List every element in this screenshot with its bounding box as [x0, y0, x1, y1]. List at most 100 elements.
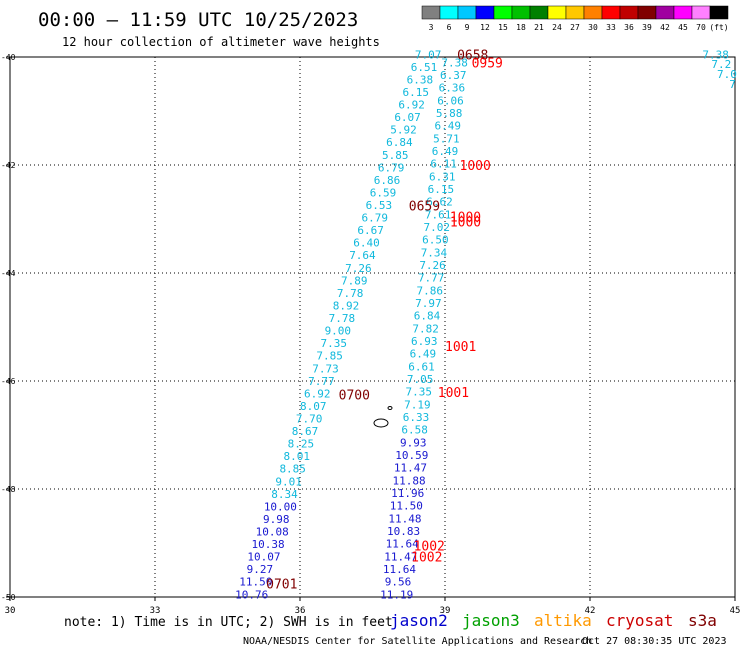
footer-note: note: 1) Time is in UTC; 2) SWH is in fe… — [64, 615, 393, 630]
wave-height-label: 6.06 — [437, 94, 464, 107]
pass-time-label: 1002 — [411, 551, 442, 566]
satellite-name-cryosat: cryosat — [606, 611, 673, 630]
wave-height-label: 6.15 — [428, 183, 455, 196]
y-tick-label: -46 — [1, 377, 16, 386]
islet-outline — [387, 406, 393, 410]
wave-height-label: 7.38 — [441, 56, 468, 69]
wave-height-label: 7.0 — [717, 68, 737, 81]
scale-label: 21 — [534, 23, 544, 32]
pass-time-label: 1002 — [414, 540, 445, 555]
wave-height-label: 6.07 — [394, 111, 421, 124]
wave-height-label: 6.86 — [374, 174, 401, 187]
footer-credit: NOAA/NESDIS Center for Satellite Applica… — [243, 636, 592, 647]
wave-height-label: 6.93 — [411, 335, 438, 348]
wave-height-label: 11.47 — [384, 550, 417, 563]
satellite-name-altika: altika — [534, 611, 592, 630]
wave-height-label: 6.49 — [410, 348, 437, 361]
pass-time-label: 1000 — [460, 159, 491, 174]
wave-height-label: 6.59 — [370, 186, 397, 199]
scale-label: 3 — [429, 23, 434, 32]
wave-height-label: 6.84 — [414, 310, 441, 323]
satellite-legend: jason2 jason3 altika cryosat s3a — [390, 611, 717, 630]
wave-height-label: 6.36 — [439, 82, 466, 95]
wave-height-label: 6.67 — [357, 224, 384, 237]
x-tick-label: 42 — [585, 606, 596, 616]
scale-swatch — [439, 5, 459, 20]
scale-label: 15 — [498, 23, 508, 32]
wave-height-label: 6.33 — [403, 411, 430, 424]
scale-swatch — [655, 5, 675, 20]
wave-height-label: 7.82 — [412, 322, 439, 335]
wave-height-label: 6.84 — [386, 136, 413, 149]
y-tick-label: -50 — [1, 593, 16, 602]
wave-height-label: 10.76 — [235, 588, 268, 601]
x-tick-label: 33 — [150, 606, 161, 616]
wave-height-label: 8.85 — [279, 463, 306, 476]
wave-height-label: 6.92 — [304, 387, 331, 400]
pass-time-label: 0659 — [409, 200, 440, 215]
wave-height-label: 6.15 — [403, 86, 430, 99]
island-outline — [373, 418, 389, 428]
wave-height-label: 7.2 — [711, 58, 731, 71]
y-tick-label: -48 — [1, 485, 16, 494]
scale-swatch — [493, 5, 513, 20]
wave-height-label: 7.70 — [296, 412, 323, 425]
wave-height-label: 10.38 — [252, 538, 285, 551]
wave-height-label: 10.07 — [247, 551, 280, 564]
wave-height-label: 7.64 — [349, 249, 376, 262]
scale-swatch — [421, 5, 441, 20]
wave-height-label: 7.35 — [406, 386, 433, 399]
scale-label: 24 — [552, 23, 562, 32]
wave-height-label: 9.00 — [325, 325, 352, 338]
wave-height-label: 6.11 — [430, 158, 457, 171]
x-tick-label: 30 — [5, 606, 16, 616]
wave-height-label: 9.98 — [263, 513, 290, 526]
wave-height-label: 6.62 — [426, 196, 453, 209]
scale-swatch — [475, 5, 495, 20]
scale-swatch — [637, 5, 657, 20]
wave-height-label: 5.88 — [436, 107, 463, 120]
y-tick-label: -44 — [1, 269, 16, 278]
wave-height-label: 10.83 — [387, 525, 420, 538]
wave-height-label: 6.31 — [429, 170, 456, 183]
pass-time-label: 0700 — [339, 389, 370, 404]
wave-height-label: 8.67 — [292, 425, 319, 438]
wave-height-label: 8.92 — [333, 299, 360, 312]
x-tick-label: 45 — [730, 606, 740, 616]
satellite-name-jason2: jason2 — [390, 611, 448, 630]
wave-height-label: 11.96 — [391, 487, 424, 500]
wave-height-label: 6.92 — [398, 99, 425, 112]
wave-height-label: 11.64 — [386, 538, 419, 551]
scale-swatch — [565, 5, 585, 20]
coastline-fragments — [373, 406, 393, 428]
wave-height-label: 11.48 — [388, 512, 421, 525]
x-tick-label: 36 — [295, 606, 306, 616]
wave-height-label: 5.71 — [433, 132, 460, 145]
wave-height-label: 9.01 — [275, 475, 302, 488]
wave-height-label: 11.88 — [393, 474, 426, 487]
wave-height-label: 6.50 — [422, 234, 449, 247]
wave-height-label: 8.01 — [284, 450, 311, 463]
wave-height-label: 6.51 — [411, 61, 438, 74]
wave-height-label: 7.02 — [423, 221, 450, 234]
wave-height-label: 7.89 — [341, 274, 368, 287]
scale-swatch — [691, 5, 711, 20]
scale-swatch — [673, 5, 693, 20]
wave-height-label: 6.79 — [361, 212, 388, 225]
pass-time-label: 1001 — [438, 386, 469, 401]
scale-swatch — [709, 5, 729, 20]
wave-height-label: 8.25 — [288, 438, 315, 451]
wave-height-label: 11.50 — [390, 500, 423, 513]
pass-time-label: 0658 — [457, 48, 488, 63]
pass-time-label: 0701 — [266, 578, 297, 593]
wave-height-label: 7.77 — [308, 375, 335, 388]
wave-height-label: 7.34 — [421, 246, 448, 259]
scale-label: 45 — [678, 23, 688, 32]
wave-height-label: 10.00 — [264, 500, 297, 513]
scale-label: 70 — [696, 23, 706, 32]
scale-label: 6 — [447, 23, 452, 32]
pass-time-label: 1000 — [450, 210, 481, 225]
pass-time-label: 1000 — [450, 216, 481, 231]
pass-time-label: 1001 — [445, 340, 476, 355]
